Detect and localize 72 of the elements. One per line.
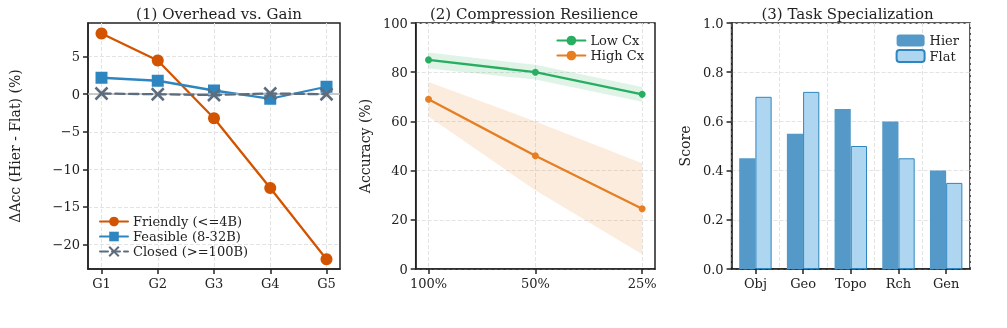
point [319,87,334,102]
point [150,87,165,102]
y-tick-label: 100 [382,15,408,31]
x-tick-label: Rch [885,276,912,291]
legend-label: Hier [929,33,960,48]
legend-label: Friendly (<=4B) [133,214,243,229]
point [638,90,646,98]
y-tick-label: −10 [52,161,80,177]
y-tick-label: 5 [71,49,80,65]
y-tick-label: −15 [52,199,80,215]
bar [850,146,867,269]
point [151,74,164,87]
x-tick-label: G2 [148,276,168,291]
bar [946,182,963,269]
x-tick-label: 25% [627,276,657,291]
x-tick-label: G1 [92,276,111,291]
x-tick-label: Gen [932,276,961,291]
point [425,95,433,103]
y-tick-label: −20 [52,236,80,252]
chart-title: (3) Task Specialization [761,4,934,23]
y-tick-label: 60 [391,113,408,129]
point [531,152,539,160]
legend-label: Closed (>=100B) [133,244,249,259]
y-tick-label: 0 [399,261,408,277]
y-axis-title: Score [677,125,693,167]
point [320,253,333,266]
bar [803,91,820,269]
point [531,68,539,76]
bar [755,96,772,269]
y-axis-title: ΔAcc (Hier - Flat) (%) [7,69,23,223]
point [206,87,222,103]
y-tick-label: 0 [71,86,80,102]
legend-label: Flat [929,48,957,64]
point [151,54,164,67]
y-tick-label: 0.8 [702,64,724,80]
x-tick-label: 50% [520,276,550,291]
bar [834,109,851,269]
x-tick-label: Obj [743,276,767,291]
point [208,112,220,125]
y-tick-label: −5 [60,124,80,140]
point [263,86,278,101]
point [94,86,109,101]
y-tick-label: 40 [391,163,408,179]
point [264,182,277,194]
y-tick-label: 0.2 [702,212,724,228]
legend-label: Low Cx [590,33,641,48]
legend-label: Feasible (8-32B) [133,229,241,244]
x-tick-label: G5 [317,276,336,291]
point [95,27,108,40]
bar [929,170,947,269]
chart-title: (2) Compression Resilience [429,4,639,23]
y-tick-label: 0.0 [702,261,724,277]
y-tick-label: 20 [391,212,408,228]
x-tick-label: Geo [790,276,817,291]
bar [898,158,915,269]
x-tick-label: 100% [409,276,448,291]
y-tick-label: 0.6 [702,113,724,129]
legend-label: High Cx [590,48,645,63]
x-tick-label: G3 [204,276,224,291]
chart-title: (1) Overhead vs. Gain [136,4,303,23]
y-tick-label: 80 [391,64,408,80]
bar [786,133,804,269]
x-tick-label: Topo [834,276,867,291]
point [638,205,646,213]
x-tick-label: G4 [260,276,280,291]
y-tick-label: 0.4 [702,163,724,179]
y-axis-title: Accuracy (%) [357,98,373,195]
point [95,71,108,84]
point [425,56,433,64]
bar [739,158,756,269]
y-tick-label: 1.0 [702,15,724,31]
bar [882,121,899,269]
